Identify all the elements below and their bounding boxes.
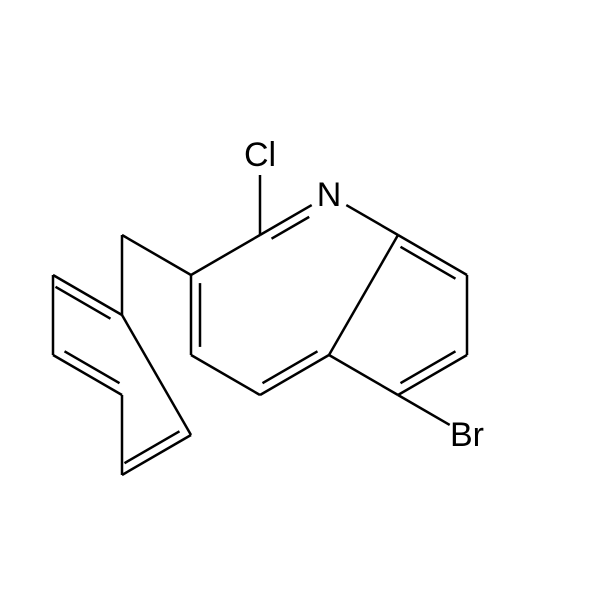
molecule-diagram: Cl N Br [0, 0, 600, 600]
bond [272, 217, 310, 239]
bond [122, 235, 191, 275]
atom-label-cl: Cl [244, 136, 276, 174]
bond [398, 355, 467, 395]
atom-label-n: N [317, 176, 342, 214]
bond [53, 275, 122, 315]
bond [329, 355, 398, 395]
bond [122, 315, 191, 435]
bond [191, 235, 260, 275]
bond [398, 235, 467, 275]
bond [398, 395, 450, 425]
bond [53, 355, 122, 395]
bond [346, 205, 398, 235]
atom-label-br: Br [450, 416, 484, 454]
bond [122, 435, 191, 475]
bond [329, 235, 398, 355]
bond [191, 355, 260, 395]
bond [260, 355, 329, 395]
